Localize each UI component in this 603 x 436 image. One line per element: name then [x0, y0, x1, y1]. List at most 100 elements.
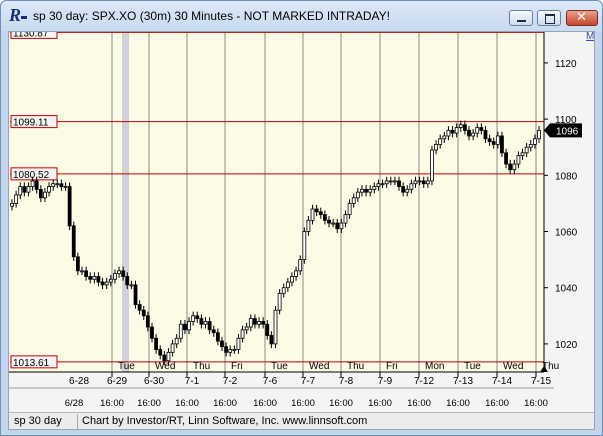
day-weekday-label: Thu: [193, 361, 210, 372]
day-date-label: 7-15: [531, 376, 551, 387]
candle-body: [384, 180, 389, 185]
candle-body: [339, 222, 344, 230]
candle-body: [438, 138, 443, 145]
highlight-band: [122, 32, 129, 372]
candle-body: [261, 321, 266, 325]
candle-body: [277, 292, 282, 311]
day-weekday-label: Wed: [309, 361, 329, 372]
day-date-label: 7-1: [185, 376, 200, 387]
candle-body: [18, 186, 23, 196]
time-axis-label: 16:00: [446, 398, 470, 409]
time-axis-label: 16:00: [137, 398, 161, 409]
candle-body: [347, 203, 352, 216]
chart-window-client: 1130.87 1099.11 1080.52 1013.61 1020 1040 1060…: [8, 31, 595, 430]
day-weekday-label: Fri: [231, 361, 243, 372]
window-title: sp 30 day: SPX.XO (30m) 30 Minutes - NOT…: [33, 9, 390, 23]
candle-body: [174, 337, 179, 345]
candle-body: [141, 309, 146, 317]
day-date-label: 6-30: [144, 376, 164, 387]
time-axis-label: 16:00: [175, 398, 199, 409]
candle-body: [170, 343, 175, 353]
day-date-label: 7-8: [339, 376, 354, 387]
candle-body: [199, 318, 204, 325]
day-weekday-label: Mon: [425, 361, 444, 372]
candle-body: [51, 183, 56, 187]
candle-body: [71, 225, 76, 258]
candle-body: [355, 191, 360, 199]
candle-body: [240, 329, 245, 339]
current-price-tag: [544, 123, 582, 138]
candle-body: [454, 127, 459, 134]
candle-body: [310, 208, 315, 221]
price-level-label-box: [10, 167, 58, 181]
candle-body: [215, 332, 220, 342]
candle-body: [203, 321, 208, 325]
candle-body: [388, 180, 393, 183]
price-chart[interactable]: 1130.87 1099.11 1080.52 1013.61 1020 1040 1060…: [9, 32, 594, 412]
time-axis-label: 6/28: [65, 398, 84, 409]
minimize-button[interactable]: [509, 10, 533, 26]
close-button[interactable]: ✕: [566, 10, 598, 26]
y-tick-label: 1060: [555, 228, 578, 239]
candle-body: [372, 186, 377, 190]
candle-body: [434, 143, 438, 151]
price-level-label-box: [10, 355, 58, 369]
candle-body: [34, 180, 39, 190]
day-date-label: 7-12: [414, 376, 434, 387]
candle-body: [360, 188, 364, 193]
candle-body: [100, 281, 105, 286]
candle-body: [75, 256, 80, 272]
candle-body: [327, 219, 331, 224]
day-weekday-label: Fri: [386, 361, 398, 372]
candle-body: [483, 129, 488, 140]
candle-body: [248, 318, 253, 328]
time-axis-label: 16:00: [253, 398, 277, 409]
day-date-label: 7-14: [492, 376, 512, 387]
candle-body: [265, 323, 270, 336]
candle-body: [405, 188, 410, 193]
day-date-label: 7-6: [263, 376, 278, 387]
candle-body: [479, 127, 484, 131]
candle-body: [55, 183, 60, 186]
day-date-label: 7-13: [453, 376, 473, 387]
candle-body: [121, 270, 126, 277]
candle-body: [401, 186, 406, 193]
candle-body: [331, 222, 336, 225]
candle-body: [63, 186, 68, 188]
candle-body: [195, 315, 200, 320]
price-level-label: 1013.61: [13, 358, 50, 369]
candle-body: [462, 124, 467, 131]
candle-body: [376, 183, 381, 187]
day-weekday-label: Tue: [271, 361, 288, 372]
candle-body: [491, 141, 496, 145]
minimize-icon: [517, 20, 526, 22]
current-price-label: 1096: [556, 126, 579, 137]
time-axis-label: 16:00: [213, 398, 237, 409]
candle-body: [26, 186, 31, 193]
y-tick-label: 1020: [555, 340, 578, 351]
candle-body: [257, 321, 261, 325]
candle-body: [500, 135, 504, 154]
time-axis-label: 16:00: [407, 398, 431, 409]
title-bar[interactable]: R sp 30 day: SPX.XO (30m) 30 Minutes - N…: [1, 1, 602, 29]
status-chart-name: sp 30 day: [14, 415, 62, 427]
candle-body: [306, 219, 311, 232]
candle-body: [537, 129, 541, 140]
candle-body: [113, 273, 117, 280]
candle-body: [104, 281, 109, 286]
candle-body: [22, 186, 27, 193]
candle-body: [10, 203, 14, 207]
marker-m-icon[interactable]: M: [586, 31, 595, 42]
time-axis-label: 16:00: [485, 398, 509, 409]
candle-body: [125, 276, 130, 286]
candle-body: [80, 270, 84, 273]
candle-body: [154, 337, 159, 350]
maximize-button[interactable]: [537, 10, 561, 26]
candle-body: [92, 276, 97, 280]
day-weekday-label: Thu: [542, 361, 559, 372]
candle-body: [442, 135, 447, 140]
status-divider: [77, 414, 78, 429]
candle-body: [512, 163, 517, 171]
candle-body: [145, 315, 150, 328]
candle-body: [495, 135, 500, 145]
